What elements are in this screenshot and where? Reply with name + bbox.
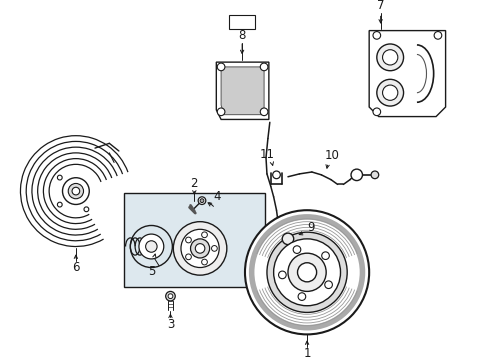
- Polygon shape: [216, 62, 268, 120]
- Circle shape: [57, 175, 62, 180]
- Text: 6: 6: [72, 261, 80, 274]
- Circle shape: [433, 32, 441, 39]
- Circle shape: [370, 171, 378, 179]
- Circle shape: [72, 187, 80, 195]
- Polygon shape: [368, 31, 445, 117]
- Circle shape: [84, 207, 89, 212]
- Circle shape: [62, 178, 89, 204]
- Circle shape: [273, 239, 340, 306]
- Circle shape: [372, 108, 380, 116]
- Circle shape: [185, 237, 191, 243]
- Circle shape: [201, 259, 207, 265]
- Text: 5: 5: [148, 265, 156, 278]
- Text: 4: 4: [213, 190, 221, 203]
- Text: 1: 1: [303, 347, 310, 360]
- Circle shape: [139, 234, 163, 259]
- Bar: [123, 193, 264, 287]
- Circle shape: [217, 63, 224, 71]
- Circle shape: [145, 241, 157, 252]
- Circle shape: [376, 79, 403, 106]
- Circle shape: [57, 202, 62, 207]
- Circle shape: [201, 232, 207, 238]
- Circle shape: [372, 32, 380, 39]
- Text: 3: 3: [166, 318, 174, 331]
- Circle shape: [260, 108, 267, 116]
- Text: 2: 2: [190, 177, 198, 190]
- Circle shape: [297, 263, 316, 282]
- Circle shape: [278, 271, 285, 279]
- Circle shape: [382, 85, 397, 100]
- Circle shape: [200, 199, 203, 203]
- Circle shape: [168, 294, 172, 298]
- Circle shape: [173, 222, 226, 275]
- Circle shape: [287, 253, 325, 291]
- Circle shape: [68, 184, 83, 199]
- Circle shape: [165, 291, 175, 301]
- Text: 11: 11: [259, 148, 274, 161]
- Circle shape: [217, 108, 224, 116]
- Text: 8: 8: [238, 29, 245, 42]
- Circle shape: [272, 171, 280, 179]
- Circle shape: [382, 50, 397, 65]
- Text: 10: 10: [324, 149, 339, 162]
- Circle shape: [190, 239, 209, 258]
- Circle shape: [260, 63, 267, 71]
- Circle shape: [292, 246, 300, 253]
- Circle shape: [181, 229, 219, 267]
- Circle shape: [185, 254, 191, 260]
- Circle shape: [298, 293, 305, 300]
- Circle shape: [324, 281, 332, 288]
- Text: 7: 7: [376, 0, 384, 12]
- Circle shape: [198, 197, 205, 204]
- Circle shape: [195, 244, 204, 253]
- Bar: [228, 15, 255, 29]
- Circle shape: [376, 44, 403, 71]
- Circle shape: [282, 233, 293, 244]
- Circle shape: [266, 232, 346, 312]
- Circle shape: [321, 252, 329, 260]
- Text: 9: 9: [306, 221, 314, 234]
- Polygon shape: [221, 67, 264, 115]
- Circle shape: [244, 210, 368, 334]
- Circle shape: [350, 169, 362, 181]
- Circle shape: [211, 246, 217, 251]
